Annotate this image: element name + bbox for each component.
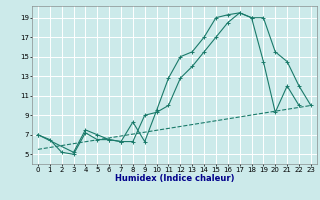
X-axis label: Humidex (Indice chaleur): Humidex (Indice chaleur) <box>115 174 234 183</box>
